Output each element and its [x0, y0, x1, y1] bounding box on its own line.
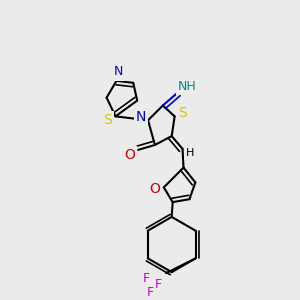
Text: F: F [147, 286, 154, 299]
Text: F: F [154, 278, 162, 292]
Text: S: S [103, 113, 112, 127]
Text: N: N [114, 65, 123, 79]
Text: O: O [149, 182, 161, 196]
Text: O: O [124, 148, 135, 162]
Text: F: F [143, 272, 150, 285]
Text: N: N [136, 110, 146, 124]
Text: NH: NH [178, 80, 197, 93]
Text: S: S [178, 106, 187, 120]
Text: H: H [186, 148, 195, 158]
